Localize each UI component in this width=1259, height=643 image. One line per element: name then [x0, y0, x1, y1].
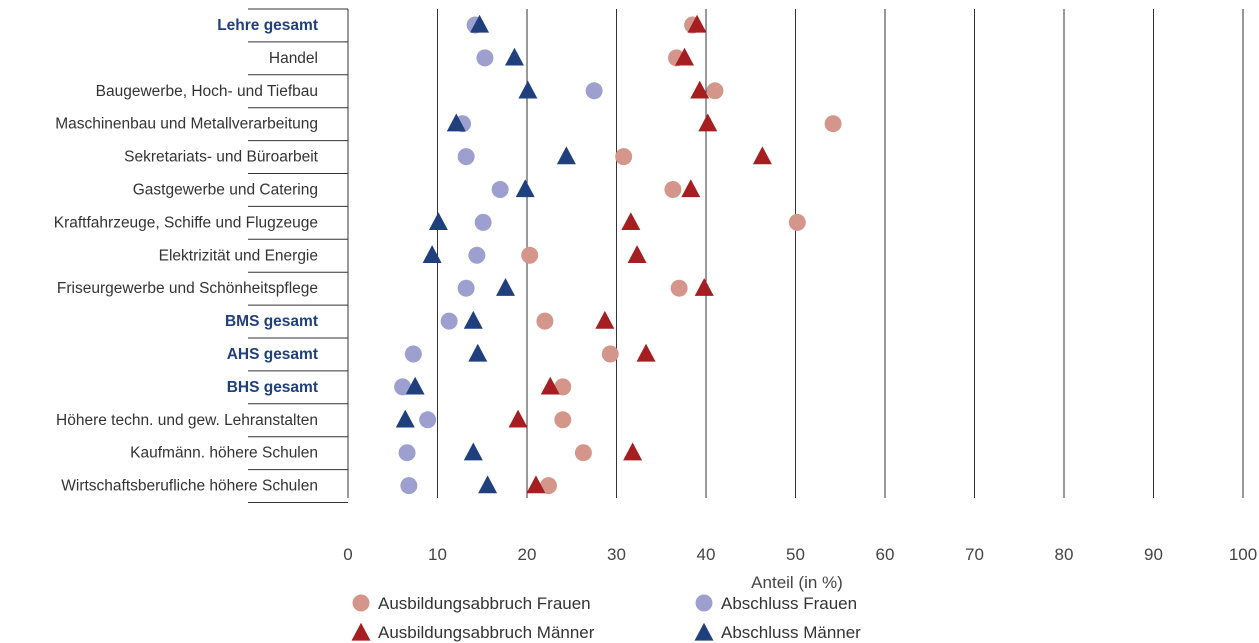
point-abschluss-frauen: [440, 312, 458, 330]
category-label: Baugewerbe, Hoch- und Tiefbau: [96, 83, 318, 100]
point-abschluss-frauen: [476, 49, 494, 67]
point-abschluss-frauen: [419, 411, 437, 429]
category-label: Maschinenbau und Metallverarbeitung: [55, 116, 318, 133]
point-abschluss-männer: [556, 146, 576, 165]
point-ausbildungsabbruch-frauen: [706, 82, 724, 100]
point-abschluss-männer: [463, 310, 483, 329]
point-ausbildungsabbruch-frauen: [664, 181, 682, 198]
category-label: Handel: [269, 50, 318, 67]
point-abschluss-männer: [468, 343, 488, 362]
point-ausbildungsabbruch-männer: [636, 343, 656, 362]
point-abschluss-männer: [446, 113, 466, 132]
point-ausbildungsabbruch-männer: [508, 409, 528, 428]
x-tick-label: 90: [1144, 545, 1163, 564]
point-ausbildungsabbruch-männer: [595, 310, 615, 329]
point-ausbildungsabbruch-frauen: [615, 148, 633, 166]
x-tick-label: 30: [607, 545, 626, 564]
legend-marker: [351, 622, 371, 641]
x-axis-label: Anteil (in %): [751, 573, 843, 592]
point-abschluss-männer: [470, 14, 490, 33]
point-ausbildungsabbruch-männer: [698, 113, 718, 132]
point-abschluss-männer: [478, 475, 498, 494]
point-abschluss-männer: [496, 278, 516, 296]
category-label: Höhere techn. und gew. Lehranstalten: [56, 412, 318, 429]
x-tick-label: 100: [1229, 545, 1257, 564]
category-label: Kraftfahrzeuge, Schiffe und Flugzeuge: [54, 214, 318, 231]
point-abschluss-männer: [518, 80, 538, 99]
point-abschluss-frauen: [398, 444, 416, 462]
x-tick-labels: 0 10 20 30 40 50 60 70 80 90 100: [343, 545, 1257, 564]
point-ausbildungsabbruch-frauen: [824, 115, 842, 133]
point-abschluss-männer: [463, 442, 483, 461]
point-abschluss-frauen: [394, 378, 412, 396]
point-abschluss-männer: [395, 409, 415, 428]
point-ausbildungsabbruch-frauen: [601, 345, 619, 363]
legend-label: Ausbildungsabbruch Frauen: [378, 594, 591, 613]
point-abschluss-frauen: [474, 213, 492, 231]
point-abschluss-männer: [504, 47, 524, 66]
legend-marker: [694, 622, 714, 641]
legend: Ausbildungsabbruch Frauen Abschluss Fraue…: [351, 594, 861, 642]
point-ausbildungsabbruch-frauen: [539, 477, 557, 495]
x-tick-label: 0: [343, 545, 352, 564]
point-abschluss-frauen: [400, 477, 418, 495]
point-ausbildungsabbruch-frauen: [554, 378, 572, 396]
point-ausbildungsabbruch-frauen: [788, 213, 806, 231]
category-label: Elektrizität und Energie: [159, 247, 318, 264]
point-ausbildungsabbruch-männer: [687, 14, 707, 33]
legend-label: Abschluss Männer: [721, 623, 861, 642]
data-marks: [394, 14, 842, 495]
category-label: AHS gesamt: [227, 346, 318, 363]
point-ausbildungsabbruch-frauen: [574, 444, 592, 462]
x-tick-label: 40: [697, 545, 716, 564]
x-tick-label: 60: [876, 545, 895, 564]
point-ausbildungsabbruch-männer: [621, 212, 641, 231]
point-abschluss-männer: [405, 376, 425, 395]
point-ausbildungsabbruch-männer: [690, 80, 710, 99]
point-ausbildungsabbruch-männer: [752, 146, 772, 165]
category-label: Wirtschaftsberufliche höhere Schulen: [61, 478, 318, 495]
category-label: Sekretariats- und Büroarbeit: [124, 149, 319, 166]
legend-label: Abschluss Frauen: [721, 594, 857, 613]
x-tick-label: 50: [786, 545, 805, 564]
category-label: Lehre gesamt: [217, 17, 318, 34]
category-labels: Lehre gesamt Handel Baugewerbe, Hoch- und …: [54, 17, 319, 495]
x-tick-label: 20: [518, 545, 537, 564]
point-abschluss-frauen: [468, 246, 486, 264]
point-abschluss-männer: [428, 212, 448, 231]
category-label: BHS gesamt: [227, 379, 318, 396]
category-label: Friseurgewerbe und Schönheitspflege: [57, 280, 318, 297]
point-abschluss-frauen: [585, 82, 603, 100]
point-ausbildungsabbruch-männer: [623, 442, 643, 461]
point-ausbildungsabbruch-männer: [540, 376, 560, 395]
x-tick-label: 70: [965, 545, 984, 564]
legend-label: Ausbildungsabbruch Männer: [378, 623, 595, 642]
point-ausbildungsabbruch-frauen: [536, 312, 554, 330]
point-ausbildungsabbruch-männer: [526, 475, 546, 494]
x-tick-label: 80: [1055, 545, 1074, 564]
point-ausbildungsabbruch-frauen: [554, 411, 572, 429]
point-ausbildungsabbruch-männer: [627, 245, 647, 263]
point-abschluss-frauen: [404, 345, 422, 363]
category-label: Kaufmänn. höhere Schulen: [130, 445, 318, 462]
point-abschluss-frauen: [457, 148, 475, 166]
point-ausbildungsabbruch-männer: [681, 179, 701, 198]
point-ausbildungsabbruch-männer: [694, 278, 714, 296]
point-ausbildungsabbruch-männer: [675, 47, 695, 66]
category-label: BMS gesamt: [225, 313, 318, 330]
point-ausbildungsabbruch-frauen: [521, 246, 539, 264]
category-label: Gastgewerbe und Catering: [133, 182, 318, 199]
point-abschluss-frauen: [457, 279, 475, 297]
point-abschluss-männer: [515, 179, 535, 198]
point-ausbildungsabbruch-frauen: [670, 279, 688, 297]
legend-marker: [695, 594, 713, 612]
x-tick-label: 10: [428, 545, 447, 564]
point-abschluss-männer: [422, 245, 442, 263]
legend-marker: [352, 594, 370, 612]
grid-lines: [248, 8, 1244, 503]
point-abschluss-frauen: [491, 181, 509, 198]
